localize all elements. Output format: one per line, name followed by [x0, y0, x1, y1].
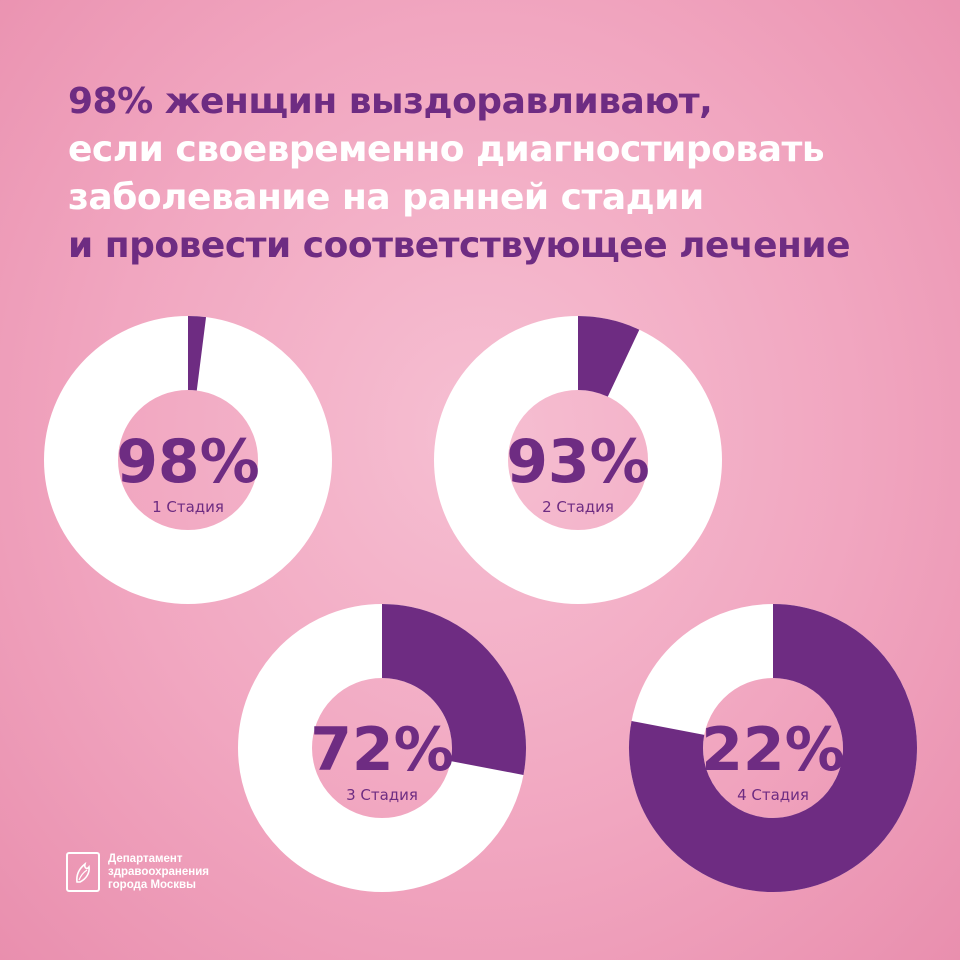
- stage-label-3: 3 Стадия: [346, 786, 418, 804]
- stage-label-2: 2 Стадия: [542, 498, 614, 516]
- donut-stage-1: 98% 1 Стадия: [44, 316, 332, 604]
- percent-label-stage-3: 72%: [310, 715, 454, 785]
- logo-line-2: здравоохранения: [108, 865, 210, 878]
- stage-label-4: 4 Стадия: [737, 786, 809, 804]
- donut-segment-stage-4: [629, 604, 917, 892]
- logo-line-3: города Москвы: [108, 878, 196, 891]
- donut-segment-stage-2: [576, 316, 640, 398]
- donut-stage-3: 72% 3 Стадия: [238, 604, 526, 892]
- headline: 98% женщин выздоравливают, если своеврем…: [68, 78, 851, 270]
- headline-line-3: заболевание на ранней стадии: [68, 177, 704, 218]
- donut-segment-stage-1: [187, 316, 207, 391]
- logo-line-1: Департамент: [108, 852, 183, 865]
- donut-segment-stage-3: [380, 604, 526, 775]
- donut-stage-4: 22% 4 Стадия: [629, 604, 917, 892]
- moscow-health-emblem-icon: [66, 852, 100, 892]
- percent-label-stage-1: 98%: [116, 427, 260, 497]
- headline-line-2: если своевременно диагностировать: [68, 129, 825, 170]
- percent-label-stage-2: 93%: [506, 427, 650, 497]
- donut-stage-2: 93% 2 Стадия: [434, 316, 722, 604]
- headline-line-1: 98% женщин выздоравливают,: [68, 81, 713, 122]
- stage-label-1: 1 Стадия: [152, 498, 224, 516]
- department-logo: Департамент здравоохранения города Москв…: [66, 852, 209, 892]
- headline-line-4: и провести соответствующее лечение: [68, 225, 851, 266]
- logo-text: Департамент здравоохранения города Москв…: [108, 853, 209, 892]
- percent-label-stage-4: 22%: [701, 715, 845, 785]
